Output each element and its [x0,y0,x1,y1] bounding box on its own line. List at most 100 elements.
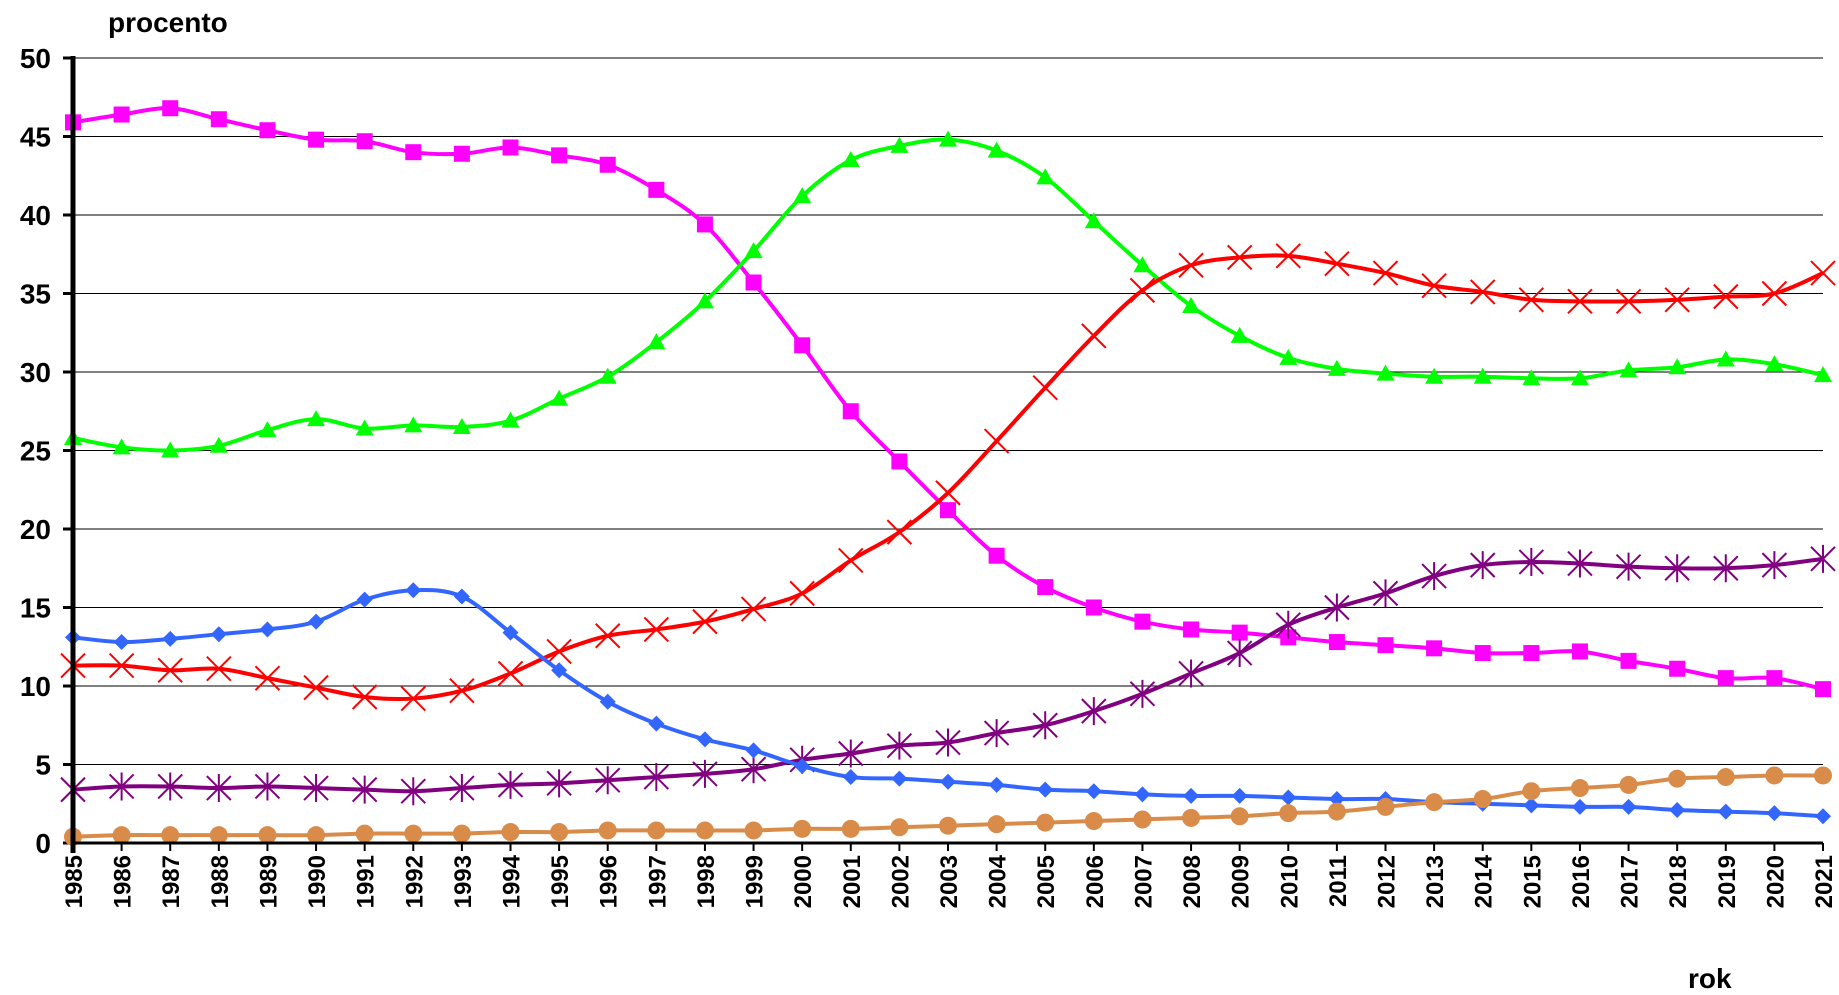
data-point [1037,579,1054,596]
data-point [1716,350,1735,367]
data-point [1421,562,1447,591]
data-point [1226,639,1253,668]
data-point [1280,789,1297,806]
data-point [1372,579,1399,608]
x-tick-label: 1989 [255,855,282,908]
data-point [1279,804,1298,823]
x-tick-label: 1990 [304,855,331,908]
x-tick-label: 2005 [1033,855,1060,908]
data-point [1765,355,1784,372]
data-point [1814,366,1832,383]
x-tick-label: 2004 [985,854,1012,908]
data-point [1814,766,1832,785]
data-point [595,623,621,649]
data-point [696,731,713,748]
data-point [502,139,519,156]
data-point [308,613,325,630]
data-point [983,428,1010,454]
data-point [1470,551,1496,580]
x-tick-label: 2019 [1714,855,1741,908]
data-point [1523,797,1540,814]
data-point [987,141,1006,158]
data-point [1084,212,1103,229]
x-tick-label: 2020 [1762,855,1789,908]
data-point [598,821,617,840]
x-tick-label: 2015 [1519,855,1546,908]
data-point [1668,769,1687,788]
data-point [355,419,374,436]
data-point [303,674,329,701]
data-point [1230,807,1249,826]
data-point [1669,660,1686,677]
data-point [404,416,423,433]
data-point [1328,634,1345,651]
data-point [1275,610,1301,639]
data-point [157,772,183,801]
data-point [206,774,232,803]
data-point [1426,640,1443,657]
x-tick-label: 1991 [353,855,380,908]
data-point [210,111,227,128]
data-point [1620,652,1637,669]
data-point [890,136,909,153]
data-point [648,181,665,198]
data-point [206,656,232,682]
data-point [745,274,762,291]
data-point [1134,613,1151,630]
data-point [1668,358,1687,375]
data-point [1327,359,1346,376]
x-tick-label: 2012 [1374,855,1401,908]
data-point [1036,813,1055,832]
data-point [988,547,1005,564]
x-tick-label: 2006 [1082,855,1109,908]
data-point [789,580,815,607]
data-point [1178,659,1204,688]
data-point [1567,288,1593,315]
data-point [1713,283,1739,310]
data-point [939,130,957,147]
x-tick-label: 2001 [839,855,866,908]
data-point [1518,287,1545,313]
y-tick-label: 20 [20,514,51,545]
data-point [935,728,961,757]
data-point [692,608,718,635]
data-point [940,502,956,519]
data-point [449,774,475,803]
data-point [1036,168,1055,185]
data-point [842,769,859,786]
data-point [744,242,763,259]
data-point [1716,768,1735,787]
data-point [695,292,714,309]
y-tick-label: 35 [20,279,51,310]
data-point [983,719,1010,748]
y-tick-label: 5 [35,750,51,781]
x-tick-label: 2011 [1325,855,1352,907]
y-tick-label: 40 [20,200,51,231]
data-point [453,145,470,162]
data-point [745,742,762,759]
y-tick-label: 10 [20,671,51,702]
y-axis-ticks: 0 5 10 15 20 25 30 35 40 45 50 [20,43,73,859]
data-point [209,436,228,453]
data-point [546,769,572,798]
series-2 [60,243,1836,712]
data-point [1425,367,1444,384]
data-point [1084,812,1103,831]
data-point [449,678,475,704]
series-layer [60,100,1836,846]
x-tick-label: 1992 [401,855,428,908]
data-point [838,739,864,768]
data-point [692,759,718,788]
data-point [1815,681,1831,698]
data-point [108,652,135,679]
data-point [355,824,374,843]
data-point [546,638,572,665]
data-point [988,776,1005,793]
data-point [1761,551,1788,580]
data-point [841,151,860,168]
series-line [72,137,1824,453]
data-point [550,389,569,406]
data-point [1372,260,1399,286]
data-point [1032,374,1058,401]
y-tick-label: 0 [35,828,51,859]
